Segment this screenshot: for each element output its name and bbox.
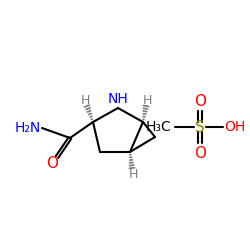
Text: H: H xyxy=(142,94,152,106)
Text: OH: OH xyxy=(224,120,246,134)
Text: H₂N: H₂N xyxy=(15,121,41,135)
Text: S: S xyxy=(195,120,205,134)
Text: O: O xyxy=(194,94,206,108)
Text: O: O xyxy=(46,156,58,172)
Text: H: H xyxy=(80,94,90,106)
Text: H: H xyxy=(128,168,138,181)
Text: O: O xyxy=(194,146,206,160)
Text: H₃C: H₃C xyxy=(145,120,171,134)
Text: NH: NH xyxy=(108,92,128,106)
